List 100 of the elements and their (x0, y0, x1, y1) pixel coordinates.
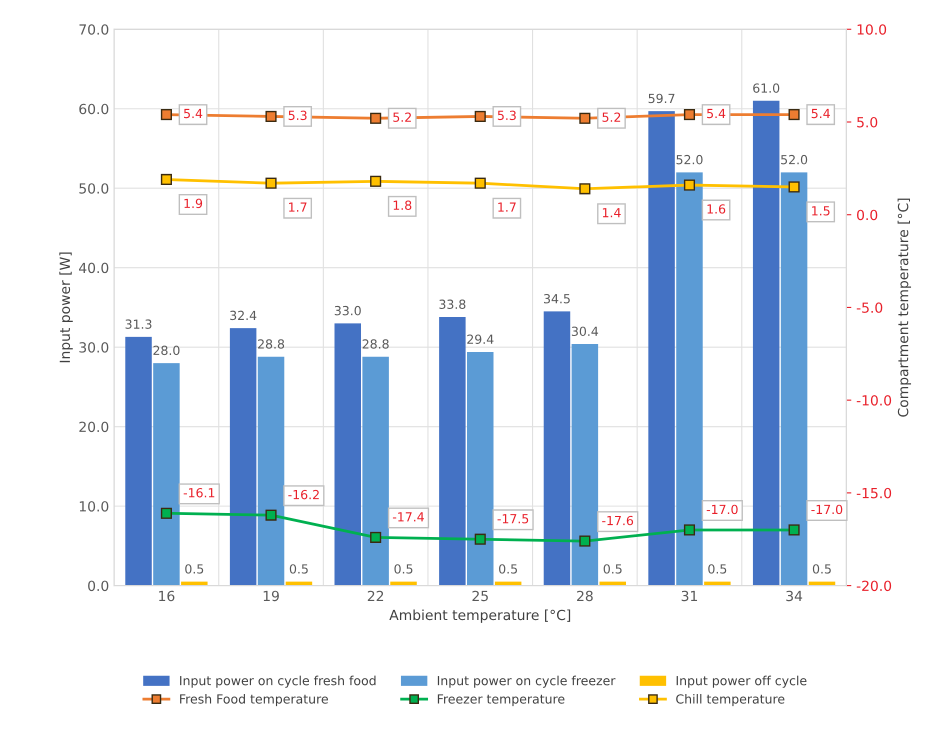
x-tick-label: 31 (682, 590, 698, 602)
data-label: 1.7 (498, 202, 516, 212)
point (474, 110, 486, 122)
data-label: 52.0 (676, 154, 703, 164)
legend-label: Input power on cycle freezer (438, 676, 616, 688)
data-label: 28.0 (153, 346, 180, 356)
bar (676, 172, 703, 586)
data-label: 5.4 (707, 108, 726, 118)
data-label: 61.0 (753, 83, 780, 93)
x-tick-label: 19 (264, 590, 279, 602)
y2-tick-label: 0.0 (857, 210, 878, 220)
y-tick-label: 60.0 (79, 104, 108, 114)
data-label: 34.5 (544, 294, 570, 304)
point (788, 181, 800, 192)
point (160, 109, 172, 120)
data-label: 32.4 (230, 310, 256, 320)
data-label: 0.5 (812, 564, 831, 574)
point (579, 183, 590, 194)
y-tick-label: 10.0 (80, 501, 108, 512)
data-label: 5.3 (288, 110, 307, 120)
legend-label: Freezer temperature (438, 694, 564, 706)
point (684, 109, 696, 120)
y2-axis-title: Compartment temperature [°C] (898, 198, 912, 417)
data-label: 1.6 (708, 204, 726, 214)
data-label: 1.5 (812, 206, 830, 216)
bar (572, 344, 598, 586)
data-label: 0.5 (499, 564, 517, 574)
data-label: -17.5 (498, 514, 528, 524)
y-tick-label: 70.0 (79, 24, 108, 35)
data-label: 59.7 (648, 94, 674, 104)
data-label: 0.5 (185, 564, 204, 574)
y-tick-label: 20.0 (79, 422, 108, 432)
x-axis-title: Ambient temperature [°C] (389, 609, 570, 623)
y2-tick-label: -20.0 (856, 580, 892, 592)
y-tick-label: 30.0 (79, 342, 108, 353)
bar (258, 356, 284, 586)
point (684, 179, 696, 191)
point (265, 510, 277, 521)
data-label: 29.4 (467, 334, 494, 344)
point (265, 110, 277, 122)
data-label: 5.4 (184, 108, 202, 118)
y-tick-label: 0.0 (88, 580, 108, 592)
data-label: -16.1 (184, 488, 214, 498)
bar (153, 363, 180, 586)
data-label: -17.6 (602, 516, 634, 526)
data-label: 0.5 (708, 564, 726, 574)
bar (648, 111, 675, 586)
legend-label: Fresh Food temperature (180, 694, 328, 706)
x-tick-label: 22 (368, 590, 384, 602)
data-label: -17.4 (392, 512, 424, 522)
y-tick-label: 40.0 (79, 262, 108, 274)
bar (334, 323, 361, 586)
data-label: 0.5 (604, 564, 622, 574)
bar (230, 328, 256, 586)
data-label: 33.0 (334, 306, 361, 316)
data-label: 28.8 (362, 339, 389, 349)
point (370, 532, 382, 543)
y2-tick-label: 10.0 (858, 24, 886, 35)
bar (780, 172, 808, 586)
point (579, 112, 590, 124)
data-label: 5.3 (498, 110, 516, 120)
data-label: -17.0 (706, 504, 738, 514)
y2-tick-label: -5.0 (856, 302, 882, 313)
point (160, 508, 172, 519)
point (370, 112, 382, 124)
data-label: 5.2 (393, 112, 411, 122)
point (788, 524, 800, 536)
bar (439, 316, 466, 586)
data-label: 1.4 (602, 208, 621, 218)
y-tick-label: 50.0 (79, 183, 108, 194)
bar (362, 356, 389, 586)
y2-tick-label: -10.0 (856, 395, 892, 406)
data-label: -16.2 (288, 490, 319, 500)
data-label: 31.3 (126, 319, 152, 329)
data-label: 1.8 (394, 200, 412, 210)
bar (544, 311, 570, 586)
data-label: 33.8 (439, 300, 466, 309)
point (370, 176, 382, 187)
x-tick-label: 16 (159, 590, 174, 602)
data-label: 5.2 (602, 112, 620, 122)
x-tick-label: 28 (577, 590, 593, 602)
bar (752, 100, 780, 586)
bar (125, 336, 152, 586)
point (579, 536, 590, 547)
data-label: 1.7 (289, 202, 307, 212)
bar (467, 352, 494, 586)
point (788, 109, 800, 120)
legend-label: Chill temperature (676, 694, 784, 706)
data-label: -17.0 (811, 504, 842, 514)
data-label: 1.9 (184, 198, 202, 208)
y2-tick-label: -15.0 (856, 488, 892, 498)
point (474, 534, 486, 545)
data-label: 52.0 (781, 154, 808, 164)
data-label: 30.4 (572, 326, 598, 336)
y-axis-title: Input power [W] (59, 252, 73, 362)
data-label: 0.5 (394, 564, 412, 574)
point (474, 178, 486, 189)
data-label: 28.8 (258, 339, 284, 349)
legend-label: Input power on cycle fresh food (180, 676, 376, 688)
point (160, 174, 172, 186)
